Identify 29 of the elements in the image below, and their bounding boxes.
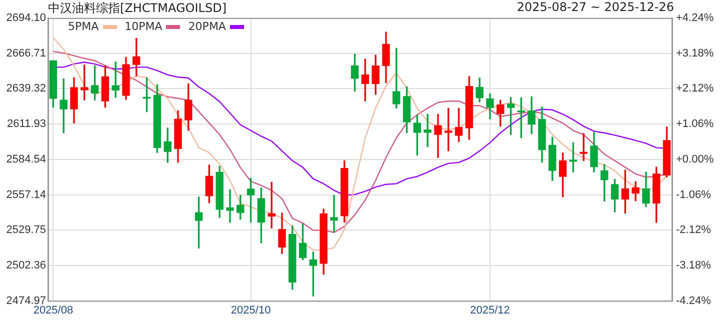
chart-subtitle: 2025-08-27 ~ 2025-12-26	[516, 0, 674, 14]
y2-tick-label: +0.00%	[676, 153, 714, 166]
legend-label: 5PMA	[68, 20, 99, 33]
y-tick-label: 2666.71	[6, 47, 46, 60]
y-tick-label: 2474.97	[6, 294, 46, 307]
candlestick	[226, 189, 234, 223]
x-tick-label: 2025/12	[470, 304, 510, 316]
y2-tick-label: -4.24%	[676, 294, 712, 307]
y2-tick-label: +2.12%	[676, 82, 714, 95]
y2-tick-label: +1.06%	[676, 118, 714, 130]
y2-tick-label: -3.18%	[676, 259, 712, 272]
y-tick-label: 2639.32	[6, 82, 46, 95]
y-tick-label: 2584.54	[6, 153, 46, 166]
x-tick-label: 2025/10	[230, 304, 271, 316]
y2-tick-label: +4.24%	[676, 12, 714, 24]
x-tick-label: 2025/08	[33, 304, 74, 316]
y2-tick-label: +3.18%	[676, 47, 714, 60]
y2-tick-label: -2.12%	[676, 224, 712, 236]
y-tick-label: 2611.93	[7, 118, 46, 130]
y-tick-label: 2694.10	[6, 12, 46, 24]
legend-label: 10PMA	[124, 20, 162, 33]
candlestick	[330, 194, 338, 233]
y-tick-label: 2502.36	[6, 259, 46, 272]
y-tick-label: 2529.75	[6, 224, 46, 236]
legend-label: 20PMA	[188, 20, 226, 33]
chart-title: 中汉油料综指[ZHCTMAGOILSD]	[48, 0, 226, 17]
y2-tick-label: -1.06%	[676, 188, 712, 201]
y-tick-label: 2557.14	[6, 188, 46, 201]
candlestick	[434, 114, 442, 158]
